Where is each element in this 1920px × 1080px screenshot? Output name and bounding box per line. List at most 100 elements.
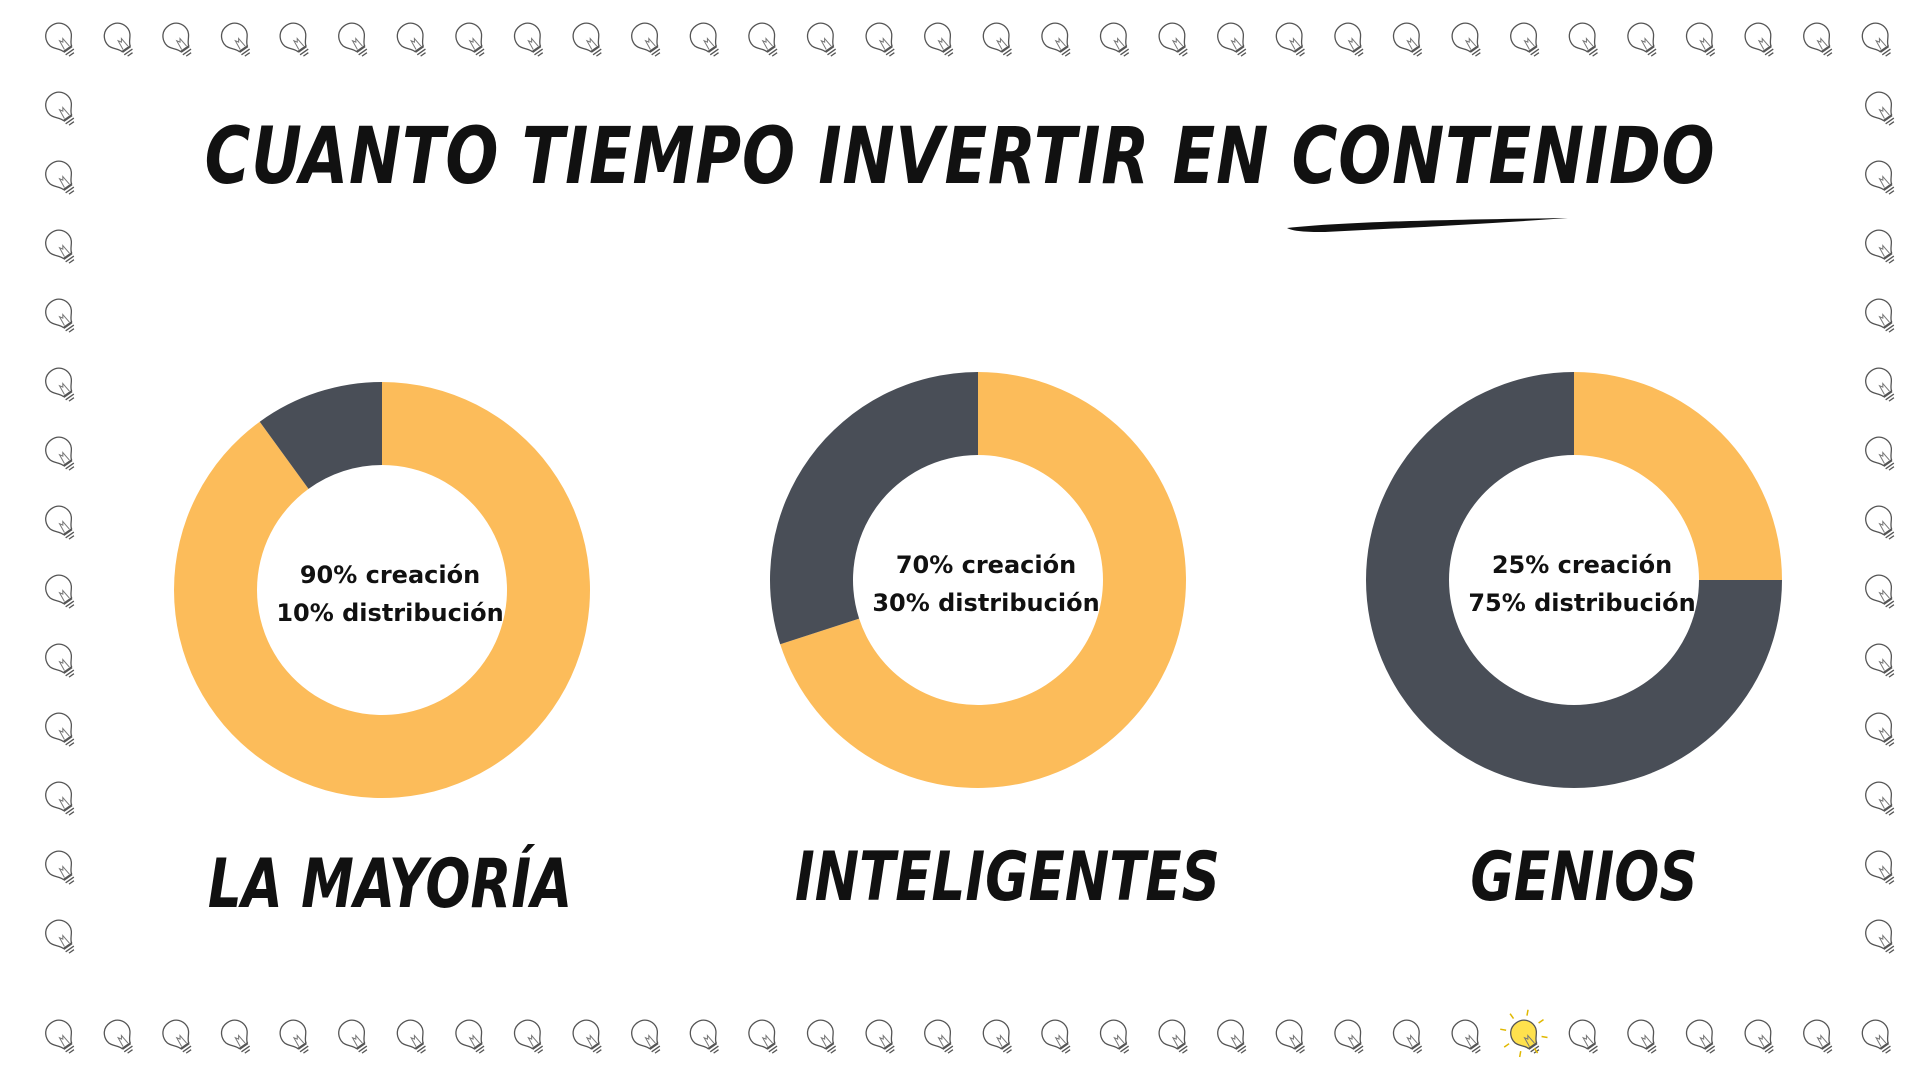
lightbulb-icon bbox=[1865, 160, 1895, 195]
center-line-distribution: 30% distribución bbox=[872, 589, 1100, 617]
lightbulb-icon bbox=[1099, 1019, 1130, 1054]
lightbulb-icon bbox=[689, 1019, 719, 1054]
lightbulb-icon bbox=[279, 1019, 309, 1054]
lightbulb-icon bbox=[1865, 436, 1895, 471]
lightbulb-icon bbox=[689, 22, 719, 57]
lightbulb-icon bbox=[1099, 22, 1130, 57]
lightbulb-icon bbox=[806, 22, 837, 57]
lightbulb-icon bbox=[45, 1019, 75, 1054]
page-title: CUANTO TIEMPO INVERTIR EN CONTENIDO bbox=[204, 112, 1716, 202]
lightbulb-icon bbox=[748, 22, 778, 57]
lightbulb-icon bbox=[1865, 298, 1895, 333]
lightbulb-icon bbox=[162, 1019, 192, 1054]
lightbulb-icon bbox=[45, 712, 75, 747]
lightbulb-icon bbox=[1392, 1019, 1423, 1054]
lit-lightbulb-icon bbox=[1500, 1009, 1548, 1058]
lightbulb-icon bbox=[45, 91, 75, 126]
lightbulb-icon bbox=[45, 160, 75, 195]
lightbulb-icon bbox=[45, 643, 75, 678]
chart-label: GENIOS bbox=[1470, 838, 1698, 917]
donut-chart bbox=[770, 372, 1186, 788]
lightbulb-icon bbox=[1217, 1019, 1247, 1054]
donut-slice-creation bbox=[1574, 372, 1782, 580]
lightbulb-icon bbox=[631, 22, 661, 57]
lightbulb-icon bbox=[162, 22, 192, 57]
donut-slice-distribution bbox=[770, 372, 978, 645]
lightbulb-icon bbox=[1803, 1019, 1833, 1054]
lightbulb-icon bbox=[1865, 712, 1895, 747]
lightbulb-icon bbox=[1865, 91, 1895, 126]
lightbulb-icon bbox=[982, 1019, 1012, 1054]
lightbulb-icon bbox=[338, 1019, 368, 1054]
title-underline bbox=[1287, 218, 1568, 232]
lightbulb-icon bbox=[1275, 1019, 1305, 1054]
lightbulb-icon bbox=[1041, 22, 1071, 57]
lightbulb-icon bbox=[1451, 22, 1481, 57]
lightbulb-icon bbox=[1627, 1019, 1657, 1054]
lightbulb-icon bbox=[1392, 22, 1423, 57]
lightbulb-icon bbox=[455, 22, 485, 57]
lightbulb-icon bbox=[1041, 1019, 1071, 1054]
lightbulb-icon bbox=[220, 22, 251, 57]
chart-label: INTELIGENTES bbox=[795, 838, 1220, 917]
lightbulb-icon bbox=[220, 1019, 251, 1054]
lightbulb-icon bbox=[572, 1019, 602, 1054]
lightbulb-icon bbox=[279, 22, 309, 57]
donut-center-text: 70% creación 30% distribución bbox=[856, 546, 1116, 622]
chart-label: LA MAYORÍA bbox=[207, 845, 573, 924]
lightbulb-icon bbox=[1865, 367, 1895, 402]
lightbulb-icon bbox=[45, 229, 75, 264]
lightbulb-icon bbox=[513, 1019, 544, 1054]
lightbulb-icon bbox=[455, 1019, 485, 1054]
donut-slice-distribution bbox=[1366, 372, 1782, 788]
lightbulb-icon bbox=[338, 22, 368, 57]
lightbulb-icon bbox=[1158, 22, 1188, 57]
lightbulb-icon bbox=[45, 850, 75, 885]
lightbulb-icon bbox=[865, 1019, 895, 1054]
lightbulb-icon bbox=[1568, 22, 1598, 57]
center-line-creation: 25% creación bbox=[1491, 551, 1673, 579]
donut-slice-distribution bbox=[259, 382, 382, 489]
donut-chart bbox=[174, 382, 591, 798]
lightbulb-icon bbox=[513, 22, 544, 57]
center-line-distribution: 10% distribución bbox=[276, 599, 504, 627]
lightbulb-icon bbox=[1334, 22, 1364, 57]
lightbulb-icon bbox=[631, 1019, 661, 1054]
lightbulb-icon bbox=[1275, 22, 1305, 57]
lightbulb-icon bbox=[1803, 22, 1833, 57]
lightbulb-icon bbox=[572, 22, 602, 57]
lightbulb-icon bbox=[1865, 643, 1895, 678]
lightbulb-icon bbox=[45, 367, 75, 402]
lightbulb-icon bbox=[45, 22, 75, 57]
lightbulb-icon bbox=[1627, 22, 1657, 57]
lightbulb-icon bbox=[45, 781, 75, 816]
center-line-distribution: 75% distribución bbox=[1468, 589, 1696, 617]
lightbulb-icon bbox=[1217, 22, 1247, 57]
lightbulb-icon bbox=[103, 22, 133, 57]
lightbulb-icon bbox=[1510, 22, 1540, 57]
lightbulb-icon bbox=[45, 574, 75, 609]
lightbulb-icon bbox=[1865, 919, 1895, 954]
lightbulb-icon bbox=[1861, 22, 1891, 57]
lightbulb-icon bbox=[45, 505, 75, 540]
lightbulb-icon bbox=[45, 436, 75, 471]
lightbulb-icon bbox=[1865, 229, 1895, 264]
donut-chart bbox=[1366, 372, 1782, 788]
lightbulb-icon bbox=[1451, 1019, 1481, 1054]
lightbulb-icon bbox=[1568, 1019, 1598, 1054]
donut-center-text: 90% creación 10% distribución bbox=[260, 556, 520, 632]
center-line-creation: 90% creación bbox=[299, 561, 481, 589]
lightbulb-icon bbox=[1744, 1019, 1774, 1054]
lightbulb-icon bbox=[1744, 22, 1774, 57]
lightbulb-icon bbox=[1158, 1019, 1188, 1054]
lightbulb-icon bbox=[865, 22, 895, 57]
lightbulb-icon bbox=[396, 22, 426, 57]
lightbulb-icon bbox=[1685, 1019, 1716, 1054]
lightbulb-icon bbox=[45, 919, 75, 954]
center-line-creation: 70% creación bbox=[895, 551, 1077, 579]
donut-center-text: 25% creación 75% distribución bbox=[1452, 546, 1712, 622]
lightbulb-icon bbox=[1865, 781, 1895, 816]
lightbulb-icon bbox=[748, 1019, 778, 1054]
lightbulb-icon bbox=[1861, 1019, 1891, 1054]
